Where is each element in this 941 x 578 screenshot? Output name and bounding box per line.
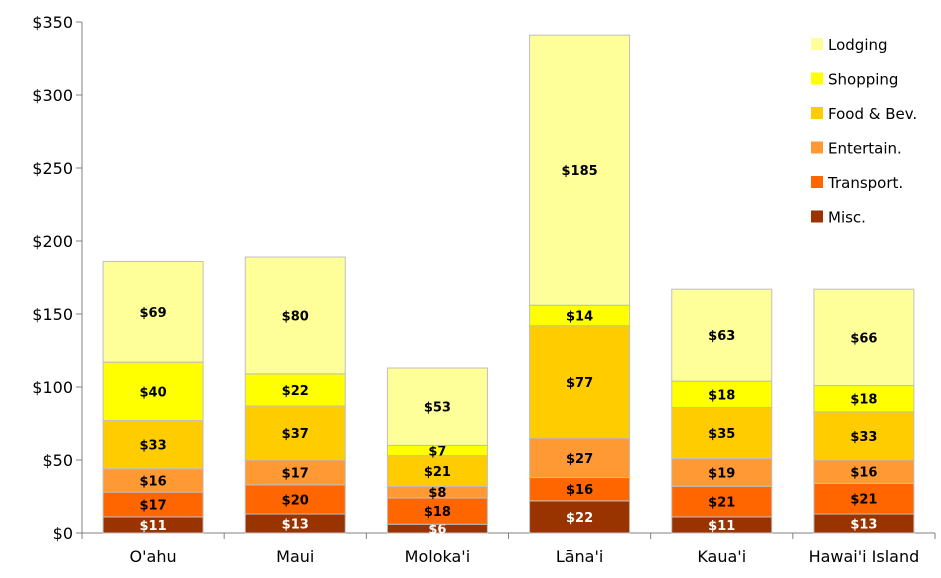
legend: Lodging Shopping Food & Bev. Entertain. Tran… bbox=[811, 36, 917, 227]
bar-segment-transport bbox=[671, 485, 773, 518]
data-label: $80 bbox=[282, 309, 309, 324]
legend-swatch-shopping bbox=[811, 72, 823, 85]
axes: $0 $50 $100 $150 $200 $250 $300 $350 bbox=[32, 13, 936, 543]
category-label: Kaua'i bbox=[697, 547, 746, 566]
data-label: $22 bbox=[566, 511, 593, 526]
y-tick-label: $250 bbox=[32, 159, 73, 178]
bar-segment-shopping bbox=[244, 373, 346, 407]
bar-segment-entertain bbox=[529, 437, 631, 479]
bar-segment-transport bbox=[813, 482, 915, 515]
data-label: $6 bbox=[428, 523, 446, 538]
data-label: $33 bbox=[140, 439, 167, 454]
data-label: $63 bbox=[708, 329, 735, 344]
bar-segment-food-bev bbox=[386, 455, 488, 487]
data-label: $18 bbox=[850, 393, 877, 408]
bar-segment-food-bev bbox=[102, 420, 204, 470]
y-tick-label: $50 bbox=[42, 451, 73, 470]
data-label: $20 bbox=[282, 493, 309, 508]
bar-segment-lodging bbox=[102, 260, 204, 363]
bars: $11 $17 $16 $33 $40 $69 $13 $20 $17 $37 $22 $80 $6 $1… bbox=[102, 34, 915, 538]
data-label: $53 bbox=[424, 401, 451, 416]
y-tick-label: $300 bbox=[32, 86, 73, 105]
legend-swatch-entertain bbox=[811, 141, 823, 154]
bar-segment-lodging bbox=[529, 34, 631, 306]
bar-segment-shopping bbox=[813, 385, 915, 413]
bar-segment-misc bbox=[529, 500, 631, 534]
y-tick-label: $0 bbox=[53, 524, 73, 543]
data-label: $33 bbox=[850, 430, 877, 445]
data-label: $17 bbox=[140, 499, 167, 514]
y-tick-label: $350 bbox=[32, 13, 73, 32]
data-label: $22 bbox=[282, 384, 309, 399]
bar-segment-lodging bbox=[386, 367, 488, 446]
data-label: $11 bbox=[140, 519, 167, 534]
bar-segment-shopping bbox=[671, 380, 773, 408]
data-label: $21 bbox=[424, 465, 451, 480]
data-label: $13 bbox=[282, 518, 309, 533]
data-label: $185 bbox=[561, 164, 597, 179]
legend-label-transport: Transport. bbox=[827, 174, 903, 192]
bar-segment-lodging bbox=[671, 288, 773, 382]
category-label: Lāna'i bbox=[556, 547, 604, 566]
category-labels: O'ahu Maui Moloka'i Lāna'i Kaua'i Hawai'i Isl… bbox=[130, 547, 920, 566]
y-tick-label: $100 bbox=[32, 378, 73, 397]
data-label: $27 bbox=[566, 452, 593, 467]
data-label: $16 bbox=[850, 466, 877, 481]
legend-label-misc: Misc. bbox=[828, 209, 866, 227]
bar-segment-transport bbox=[244, 484, 346, 515]
data-label: $77 bbox=[566, 376, 593, 391]
bar-segment-transport bbox=[102, 491, 204, 518]
legend-label-entertain: Entertain. bbox=[828, 140, 902, 158]
data-label: $19 bbox=[708, 466, 735, 481]
category-label: Maui bbox=[276, 547, 314, 566]
bar-segment-food-bev bbox=[529, 325, 631, 439]
data-label: $7 bbox=[428, 445, 446, 460]
bar-segment-shopping bbox=[102, 361, 204, 422]
data-label: $21 bbox=[850, 493, 877, 508]
legend-label-lodging: Lodging bbox=[828, 36, 888, 54]
bar-segment-lodging bbox=[813, 288, 915, 387]
legend-label-shopping: Shopping bbox=[828, 71, 898, 89]
data-label: $35 bbox=[708, 427, 735, 442]
legend-swatch-lodging bbox=[811, 38, 823, 50]
category-label: Hawai'i Island bbox=[809, 547, 920, 566]
data-label: $16 bbox=[140, 474, 167, 489]
bar-segment-food-bev bbox=[244, 405, 346, 461]
data-label: $37 bbox=[282, 427, 309, 442]
legend-swatch-transport bbox=[811, 176, 823, 188]
data-label: $14 bbox=[566, 309, 593, 324]
bar-segment-transport bbox=[386, 497, 488, 525]
bar-segment-food-bev bbox=[671, 406, 773, 460]
data-label: $21 bbox=[708, 496, 735, 511]
category-label: O'ahu bbox=[130, 547, 177, 566]
legend-swatch-food-bev bbox=[811, 107, 823, 119]
legend-label-food-bev: Food & Bev. bbox=[828, 105, 917, 123]
data-label: $40 bbox=[140, 385, 167, 400]
y-tick-label: $200 bbox=[32, 232, 73, 251]
data-label: $13 bbox=[850, 518, 877, 533]
y-tick-label: $150 bbox=[32, 305, 73, 324]
bar-segment-lodging bbox=[244, 256, 346, 375]
data-label: $8 bbox=[428, 486, 446, 501]
data-label: $18 bbox=[708, 388, 735, 403]
data-label: $69 bbox=[140, 306, 167, 321]
data-label: $17 bbox=[282, 466, 309, 481]
bar-segment-entertain bbox=[671, 458, 773, 487]
data-label: $11 bbox=[708, 519, 735, 534]
legend-swatch-misc bbox=[811, 210, 823, 223]
data-label: $18 bbox=[424, 505, 451, 520]
data-label: $66 bbox=[850, 331, 877, 346]
data-label: $16 bbox=[566, 483, 593, 498]
category-label: Moloka'i bbox=[405, 547, 470, 566]
